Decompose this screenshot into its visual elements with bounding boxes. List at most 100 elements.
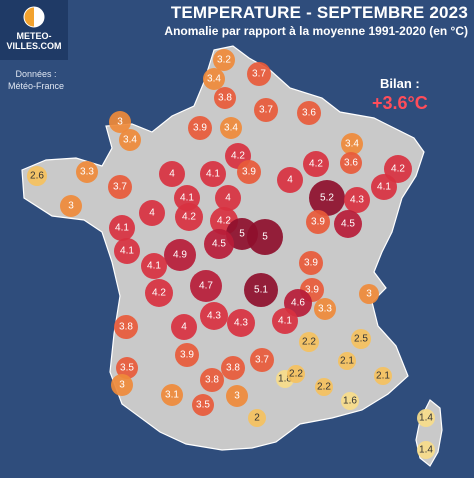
department-marker-circle <box>60 195 82 217</box>
department-marker-circle <box>250 348 274 372</box>
department-marker-circle <box>338 352 356 370</box>
department-marker: 2 <box>248 409 266 427</box>
department-marker-circle <box>213 49 235 71</box>
department-anomaly-label: 3.6 <box>302 108 316 119</box>
department-anomaly-label: 4.3 <box>350 195 364 206</box>
department-marker-circle <box>109 215 135 241</box>
department-anomaly-label: 4.2 <box>309 159 323 170</box>
source-name: Météo-France <box>7 81 65 91</box>
department-marker-circle <box>109 111 131 133</box>
department-marker: 2.6 <box>27 166 47 186</box>
department-anomaly-label: 3.7 <box>259 105 273 116</box>
department-marker-circle <box>188 116 212 140</box>
department-marker: 3.9 <box>306 210 330 234</box>
department-anomaly-label: 3.8 <box>205 375 219 386</box>
department-marker-circle <box>344 187 370 213</box>
department-marker-circle <box>76 161 98 183</box>
department-anomaly-label: 4.9 <box>173 250 187 261</box>
department-marker: 4.2 <box>175 203 203 231</box>
department-marker-circle <box>297 101 321 125</box>
department-marker: 4 <box>215 185 241 211</box>
department-marker-circle <box>315 378 333 396</box>
department-marker: 4.7 <box>190 270 222 302</box>
department-marker-circle <box>314 298 336 320</box>
department-anomaly-label: 3 <box>117 117 123 128</box>
department-anomaly-label: 2.5 <box>354 334 368 345</box>
department-marker-circle <box>303 151 329 177</box>
department-marker: 3.2 <box>213 49 235 71</box>
department-marker-circle <box>145 279 173 307</box>
department-anomaly-label: 2.2 <box>289 369 303 380</box>
brand-logo: METEO- VILLES.COM <box>0 0 68 60</box>
department-marker: 2.2 <box>299 332 319 352</box>
department-marker: 3.9 <box>237 160 261 184</box>
department-marker: 3.7 <box>247 62 271 86</box>
department-marker: 3.4 <box>119 129 141 151</box>
department-marker-circle <box>359 284 379 304</box>
department-anomaly-label: 2.1 <box>340 356 354 367</box>
department-anomaly-label: 3.9 <box>242 167 256 178</box>
brand-name-line1: METEO- <box>16 31 52 41</box>
department-anomaly-label: 1.4 <box>419 413 433 424</box>
department-anomaly-label: 5.2 <box>320 193 334 204</box>
department-marker: 3.3 <box>76 161 98 183</box>
department-anomaly-label: 3.3 <box>318 304 332 315</box>
department-anomaly-label: 1.4 <box>419 445 433 456</box>
department-marker-circle <box>244 273 278 307</box>
department-anomaly-label: 4.1 <box>278 316 292 327</box>
department-marker: 3 <box>60 195 82 217</box>
department-anomaly-label: 4.6 <box>291 298 305 309</box>
department-marker-circle <box>192 394 214 416</box>
department-marker-circle <box>175 343 199 367</box>
department-anomaly-label: 3.1 <box>165 390 179 401</box>
department-anomaly-label: 2 <box>254 413 260 424</box>
department-marker-circle <box>221 356 245 380</box>
department-marker: 1.4 <box>417 441 435 459</box>
department-marker-circle <box>371 174 397 200</box>
department-marker-circle <box>214 87 236 109</box>
department-anomaly-label: 3.9 <box>311 217 325 228</box>
department-marker: 3 <box>109 111 131 133</box>
department-anomaly-label: 2.1 <box>376 371 390 382</box>
department-anomaly-label: 2.2 <box>317 382 331 393</box>
anomaly-markers: 3.2 3.7 3.4 3.8 3.7 3.6 3 3.9 3.4 3.4 3.4 4.2 4.2 3.6… <box>27 49 435 459</box>
department-marker-circle <box>200 161 226 187</box>
department-anomaly-label: 4.1 <box>206 169 220 180</box>
department-marker-circle <box>204 229 234 259</box>
department-marker: 3.1 <box>161 384 183 406</box>
department-anomaly-label: 3.7 <box>113 182 127 193</box>
department-marker: 3.9 <box>299 251 323 275</box>
department-marker: 4.1 <box>141 253 167 279</box>
department-marker-circle <box>190 270 222 302</box>
department-anomaly-label: 3.2 <box>217 55 231 66</box>
department-anomaly-label: 2.2 <box>302 337 316 348</box>
department-marker: 2.2 <box>315 378 333 396</box>
department-marker-circle <box>417 441 435 459</box>
department-marker: 4.2 <box>145 279 173 307</box>
department-marker: 3.4 <box>203 68 225 90</box>
department-marker-circle <box>119 129 141 151</box>
department-anomaly-label: 4.1 <box>115 223 129 234</box>
department-anomaly-label: 3.9 <box>193 123 207 134</box>
department-anomaly-label: 4.2 <box>152 288 166 299</box>
department-marker: 3 <box>359 284 379 304</box>
department-marker: 3.9 <box>175 343 199 367</box>
department-marker: 3.8 <box>200 368 224 392</box>
department-marker-circle <box>247 62 271 86</box>
department-marker-circle <box>227 309 255 337</box>
department-anomaly-label: 5 <box>239 229 245 240</box>
data-source: Données : Météo-France <box>0 68 72 92</box>
department-marker-circle <box>200 302 228 330</box>
department-anomaly-label: 3.9 <box>180 350 194 361</box>
department-anomaly-label: 4.5 <box>341 219 355 230</box>
department-marker: 3.5 <box>192 394 214 416</box>
department-anomaly-label: 4 <box>149 208 155 219</box>
department-marker: 3.3 <box>314 298 336 320</box>
department-anomaly-label: 1.8 <box>278 374 292 385</box>
department-anomaly-label: 3.6 <box>344 158 358 169</box>
department-marker-circle <box>374 367 392 385</box>
department-marker-circle <box>306 210 330 234</box>
department-marker-circle <box>215 185 241 211</box>
department-anomaly-label: 4.2 <box>231 151 245 162</box>
